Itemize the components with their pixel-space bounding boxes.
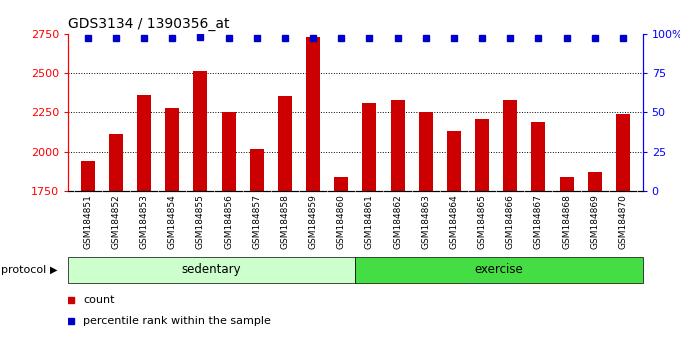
Text: GSM184866: GSM184866 xyxy=(506,194,515,249)
Text: count: count xyxy=(83,295,115,305)
Text: GSM184862: GSM184862 xyxy=(393,194,402,249)
Bar xyxy=(390,100,405,191)
Text: protocol: protocol xyxy=(1,265,47,275)
Text: GSM184861: GSM184861 xyxy=(365,194,374,249)
Bar xyxy=(588,172,602,191)
Text: GSM184870: GSM184870 xyxy=(618,194,628,249)
Bar xyxy=(306,37,320,191)
Text: GSM184868: GSM184868 xyxy=(562,194,571,249)
Bar xyxy=(278,96,292,191)
Bar xyxy=(137,95,151,191)
Text: GSM184859: GSM184859 xyxy=(309,194,318,249)
Text: GSM184863: GSM184863 xyxy=(421,194,430,249)
Text: GSM184854: GSM184854 xyxy=(168,194,177,249)
Bar xyxy=(109,135,123,191)
Bar xyxy=(475,119,489,191)
Bar xyxy=(447,131,461,191)
Text: GSM184856: GSM184856 xyxy=(224,194,233,249)
Bar xyxy=(250,149,264,191)
Text: GDS3134 / 1390356_at: GDS3134 / 1390356_at xyxy=(68,17,230,31)
Text: GSM184867: GSM184867 xyxy=(534,194,543,249)
Bar xyxy=(356,257,643,283)
Text: GSM184864: GSM184864 xyxy=(449,194,458,249)
Bar xyxy=(165,108,180,191)
Text: sedentary: sedentary xyxy=(182,263,241,276)
Bar xyxy=(193,72,207,191)
Bar xyxy=(616,114,630,191)
Bar xyxy=(222,113,235,191)
Text: GSM184851: GSM184851 xyxy=(83,194,92,249)
Bar xyxy=(334,177,348,191)
Bar xyxy=(503,100,517,191)
Text: GSM184858: GSM184858 xyxy=(280,194,290,249)
Bar xyxy=(68,257,356,283)
Bar xyxy=(560,177,574,191)
Text: exercise: exercise xyxy=(475,263,524,276)
Text: GSM184860: GSM184860 xyxy=(337,194,345,249)
Bar xyxy=(419,113,432,191)
Text: GSM184852: GSM184852 xyxy=(112,194,120,249)
Text: ▶: ▶ xyxy=(50,265,57,275)
Bar xyxy=(531,122,545,191)
Text: GSM184855: GSM184855 xyxy=(196,194,205,249)
Text: GSM184865: GSM184865 xyxy=(477,194,487,249)
Text: percentile rank within the sample: percentile rank within the sample xyxy=(83,316,271,326)
Text: GSM184857: GSM184857 xyxy=(252,194,261,249)
Text: GSM184853: GSM184853 xyxy=(139,194,148,249)
Bar xyxy=(81,161,95,191)
Bar xyxy=(362,103,377,191)
Text: GSM184869: GSM184869 xyxy=(590,194,599,249)
